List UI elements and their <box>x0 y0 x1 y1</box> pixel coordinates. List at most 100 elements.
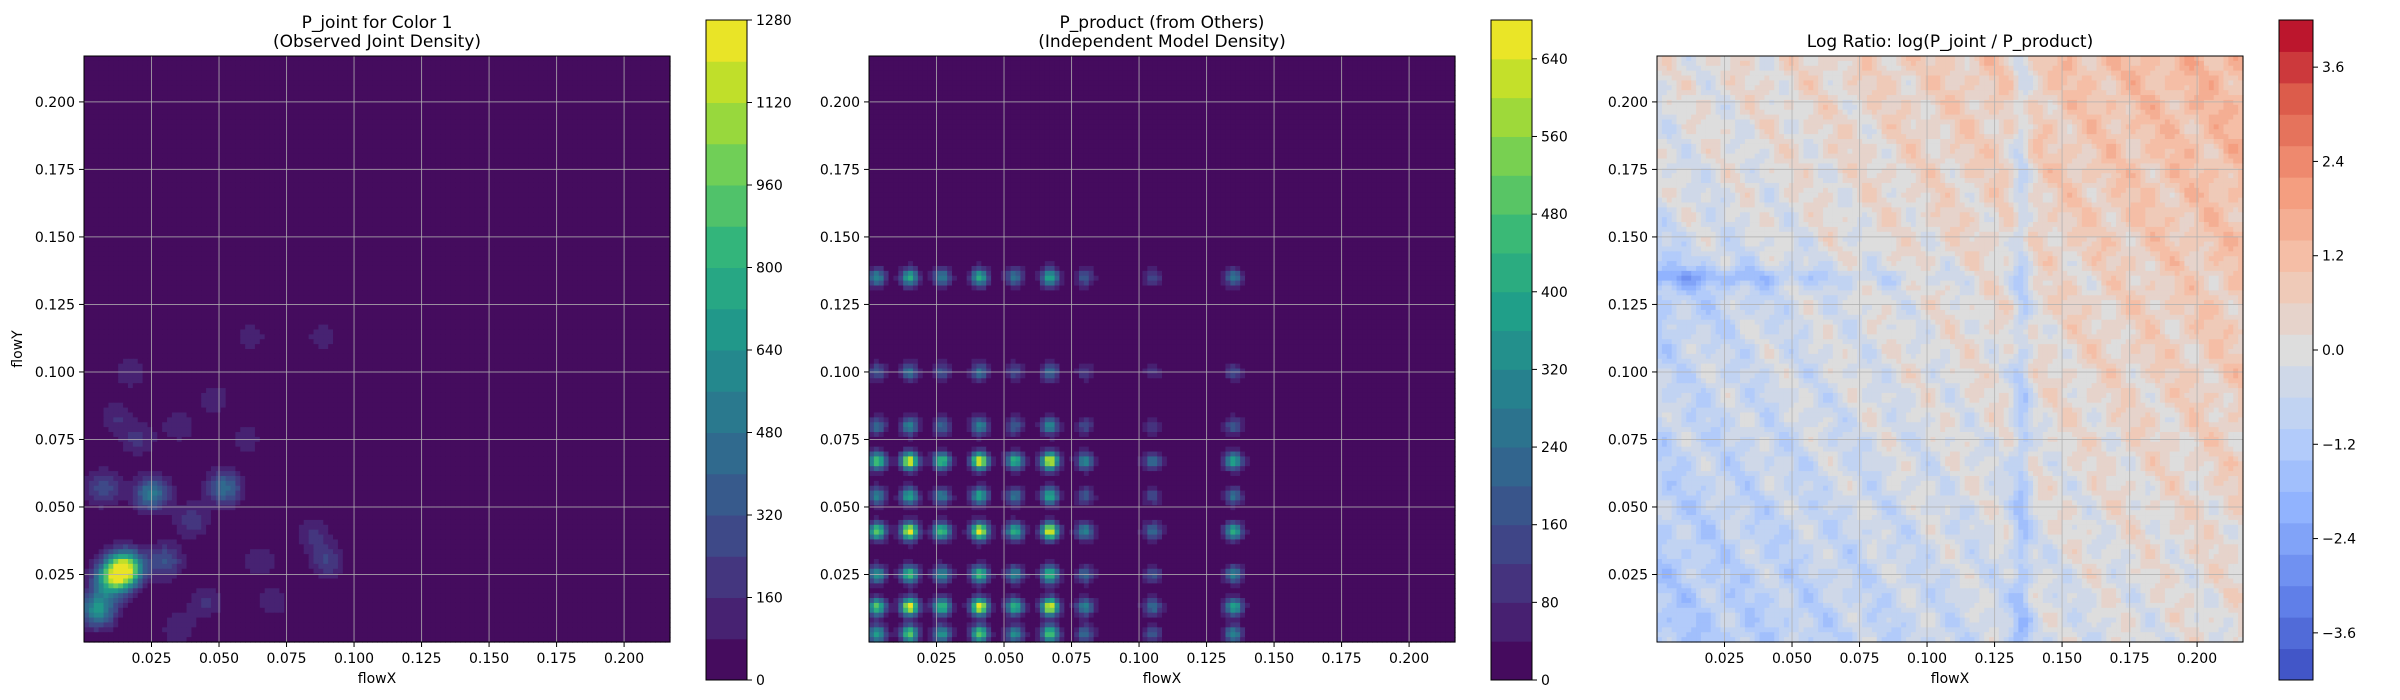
heatmap-cell <box>460 149 465 154</box>
heatmap-cell <box>172 139 177 144</box>
heatmap-cell <box>436 144 441 149</box>
heatmap-cell <box>231 207 236 212</box>
heatmap-cell <box>533 76 538 81</box>
heatmap-cell <box>177 198 182 203</box>
heatmap-cell <box>94 222 99 227</box>
heatmap-cell <box>157 178 162 183</box>
heatmap-cell <box>470 222 475 227</box>
heatmap-cell <box>255 71 260 76</box>
heatmap-cell <box>528 188 533 193</box>
heatmap-cell <box>538 95 543 100</box>
heatmap-cell <box>270 178 275 183</box>
heatmap-cell <box>543 129 548 134</box>
heatmap-cell <box>187 207 192 212</box>
heatmap-cell <box>655 90 660 95</box>
heatmap-cell <box>587 178 592 183</box>
heatmap-cell <box>592 173 597 178</box>
heatmap-cell <box>489 203 494 208</box>
heatmap-cell <box>94 100 99 105</box>
heatmap-cell <box>597 183 602 188</box>
heatmap-cell <box>592 56 597 61</box>
heatmap-cell <box>89 119 94 124</box>
heatmap-cell <box>660 139 665 144</box>
heatmap-cell <box>367 149 372 154</box>
heatmap-cell <box>113 159 118 164</box>
heatmap-cell <box>411 222 416 227</box>
heatmap-cell <box>611 66 616 71</box>
heatmap-cell <box>240 85 245 90</box>
heatmap-cell <box>191 207 196 212</box>
heatmap-cell <box>602 61 607 66</box>
heatmap-cell <box>445 178 450 183</box>
heatmap-cell <box>465 119 470 124</box>
heatmap-cell <box>99 100 104 105</box>
heatmap-cell <box>431 124 436 129</box>
heatmap-cell <box>455 198 460 203</box>
heatmap-cell <box>143 134 148 139</box>
heatmap-cell <box>607 80 612 85</box>
heatmap-cell <box>270 207 275 212</box>
heatmap-cell <box>646 129 651 134</box>
heatmap-cell <box>660 90 665 95</box>
heatmap-cell <box>499 149 504 154</box>
heatmap-cell <box>514 217 519 222</box>
heatmap-cell <box>480 163 485 168</box>
heatmap-cell <box>524 222 529 227</box>
heatmap-cell <box>650 85 655 90</box>
heatmap-cell <box>226 105 231 110</box>
heatmap-cell <box>660 154 665 159</box>
heatmap-cell <box>172 105 177 110</box>
heatmap-cell <box>616 149 621 154</box>
heatmap-cell <box>309 217 314 222</box>
heatmap-cell <box>211 193 216 198</box>
heatmap-cell <box>524 61 529 66</box>
heatmap-cell <box>587 212 592 217</box>
heatmap-cell <box>235 85 240 90</box>
heatmap-cell <box>226 124 231 129</box>
heatmap-cell <box>470 105 475 110</box>
heatmap-cell <box>587 188 592 193</box>
heatmap-cell <box>387 183 392 188</box>
heatmap-cell <box>338 90 343 95</box>
heatmap-cell <box>157 149 162 154</box>
heatmap-cell <box>563 76 568 81</box>
heatmap-cell <box>440 198 445 203</box>
heatmap-cell <box>113 90 118 95</box>
heatmap-cell <box>611 61 616 66</box>
heatmap-cell <box>94 154 99 159</box>
heatmap-cell <box>426 61 431 66</box>
heatmap-cell <box>602 159 607 164</box>
heatmap-cell <box>440 76 445 81</box>
heatmap-cell <box>265 56 270 61</box>
heatmap-cell <box>514 124 519 129</box>
heatmap-cell <box>196 61 201 66</box>
heatmap-cell <box>357 129 362 134</box>
heatmap-cell <box>411 173 416 178</box>
heatmap-cell <box>387 90 392 95</box>
heatmap-cell <box>108 95 113 100</box>
heatmap-cell <box>646 115 651 120</box>
heatmap-cell <box>641 129 646 134</box>
heatmap-cell <box>362 183 367 188</box>
heatmap-cell <box>133 71 138 76</box>
heatmap-cell <box>323 222 328 227</box>
heatmap-cell <box>377 173 382 178</box>
heatmap-cell <box>182 222 187 227</box>
heatmap-cell <box>382 80 387 85</box>
heatmap-cell <box>226 110 231 115</box>
heatmap-cell <box>494 144 499 149</box>
heatmap-cell <box>133 159 138 164</box>
heatmap-cell <box>191 129 196 134</box>
heatmap-cell <box>646 85 651 90</box>
heatmap-cell <box>431 227 436 232</box>
heatmap-cell <box>94 227 99 232</box>
heatmap-cell <box>616 90 621 95</box>
heatmap-cell <box>357 222 362 227</box>
heatmap-cell <box>167 212 172 217</box>
heatmap-cell <box>353 193 358 198</box>
heatmap-cell <box>104 227 109 232</box>
heatmap-cell <box>147 207 152 212</box>
heatmap-cell <box>211 159 216 164</box>
heatmap-cell <box>182 183 187 188</box>
heatmap-cell <box>152 222 157 227</box>
